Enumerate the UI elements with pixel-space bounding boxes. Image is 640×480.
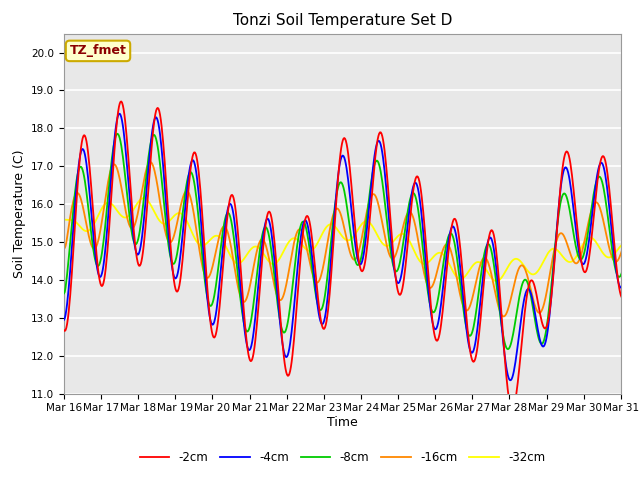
-2cm: [509, 406, 516, 412]
Title: Tonzi Soil Temperature Set D: Tonzi Soil Temperature Set D: [233, 13, 452, 28]
-8cm: [60, 290, 68, 296]
-2cm: [240, 305, 248, 311]
-16cm: [130, 224, 138, 230]
-4cm: [269, 243, 277, 249]
-32cm: [269, 261, 277, 267]
-32cm: [456, 276, 464, 282]
-8cm: [504, 346, 511, 352]
-8cm: [113, 131, 121, 137]
-32cm: [240, 256, 248, 262]
-2cm: [269, 226, 277, 231]
-4cm: [60, 317, 68, 323]
-2cm: [131, 235, 138, 241]
Line: -4cm: -4cm: [64, 114, 640, 380]
-8cm: [292, 256, 300, 262]
-8cm: [269, 262, 277, 267]
-32cm: [60, 217, 68, 223]
-4cm: [292, 288, 300, 293]
-16cm: [456, 293, 464, 299]
-4cm: [423, 274, 431, 280]
Line: -32cm: -32cm: [64, 198, 640, 281]
-16cm: [292, 234, 300, 240]
-4cm: [240, 319, 248, 324]
-32cm: [493, 278, 500, 284]
-4cm: [131, 241, 138, 247]
Text: TZ_fmet: TZ_fmet: [70, 44, 127, 58]
-8cm: [131, 240, 138, 246]
-4cm: [506, 377, 514, 383]
-16cm: [60, 246, 68, 252]
X-axis label: Time: Time: [327, 416, 358, 429]
-2cm: [118, 98, 125, 104]
-4cm: [456, 267, 464, 273]
-16cm: [240, 299, 248, 305]
-2cm: [456, 247, 464, 253]
-16cm: [500, 313, 508, 319]
-32cm: [130, 206, 138, 212]
-2cm: [292, 318, 300, 324]
-8cm: [423, 284, 431, 290]
-8cm: [456, 283, 464, 289]
-2cm: [60, 327, 68, 333]
-32cm: [140, 195, 148, 201]
-4cm: [116, 111, 124, 117]
-16cm: [423, 281, 431, 287]
-16cm: [146, 159, 154, 165]
-32cm: [423, 260, 431, 266]
-2cm: [423, 258, 431, 264]
Line: -8cm: -8cm: [64, 134, 640, 349]
-8cm: [240, 319, 248, 324]
Line: -16cm: -16cm: [64, 162, 640, 316]
Y-axis label: Soil Temperature (C): Soil Temperature (C): [13, 149, 26, 278]
Legend: -2cm, -4cm, -8cm, -16cm, -32cm: -2cm, -4cm, -8cm, -16cm, -32cm: [135, 446, 550, 469]
-32cm: [292, 236, 300, 241]
-16cm: [269, 276, 277, 282]
Line: -2cm: -2cm: [64, 101, 640, 409]
